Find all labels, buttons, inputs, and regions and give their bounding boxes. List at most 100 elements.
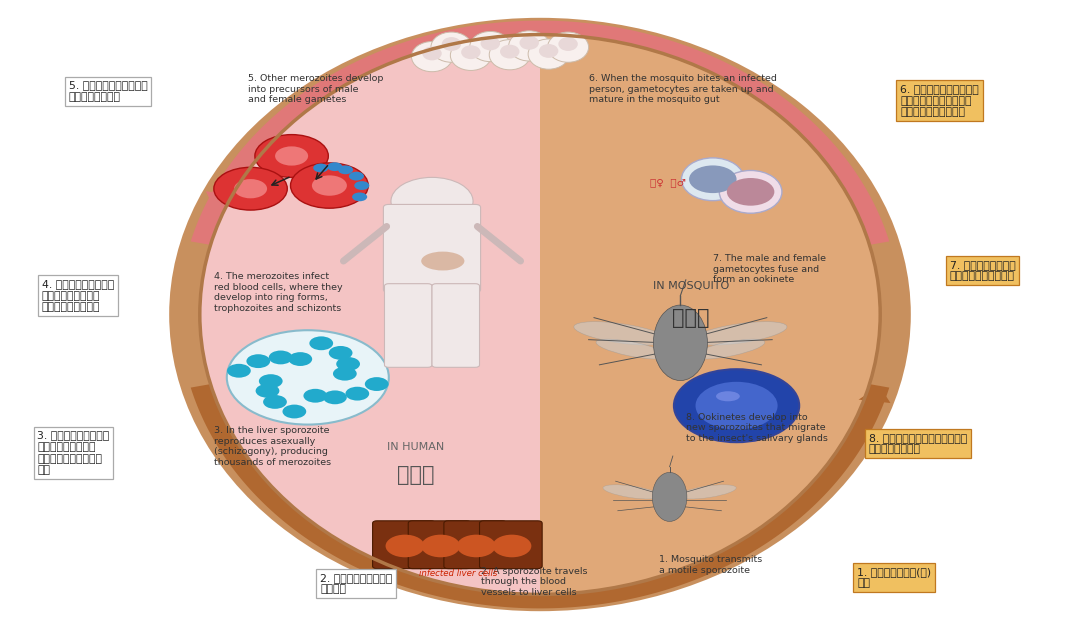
Ellipse shape [421,252,464,270]
Polygon shape [540,35,880,594]
FancyBboxPatch shape [432,284,480,367]
Circle shape [689,165,737,193]
Text: 8. Ookinetes develop into
new sporozoites that migrate
to the insect's salivary : 8. Ookinetes develop into new sporozoite… [686,413,827,443]
Ellipse shape [681,158,744,201]
Ellipse shape [442,37,461,51]
Ellipse shape [489,40,530,70]
Ellipse shape [500,45,519,58]
Polygon shape [859,386,891,403]
FancyBboxPatch shape [373,521,435,569]
FancyBboxPatch shape [383,204,481,292]
Circle shape [312,175,347,196]
Circle shape [492,535,531,557]
Ellipse shape [652,472,687,521]
Circle shape [234,179,267,198]
Circle shape [328,346,352,360]
Circle shape [352,192,367,201]
Circle shape [727,178,774,206]
Text: 5. Other merozoites develop
into precursors of male
and female gametes: 5. Other merozoites develop into precurs… [248,74,383,104]
Ellipse shape [519,36,539,50]
Text: 7. The male and female
gametocytes fuse and
form an ookinete: 7. The male and female gametocytes fuse … [713,254,826,284]
Ellipse shape [470,31,511,62]
Circle shape [386,535,424,557]
Text: 6. When the mosquito bites an infected
person, gametocytes are taken up and
matu: 6. When the mosquito bites an infected p… [589,74,777,104]
Circle shape [214,167,287,210]
Text: 7. 雄性和雌性配子体
融合形成一个动合子。: 7. 雄性和雌性配子体 融合形成一个动合子。 [950,260,1015,281]
Text: IN HUMAN: IN HUMAN [387,442,445,452]
Ellipse shape [170,18,910,611]
Circle shape [275,147,308,165]
Circle shape [457,535,496,557]
Ellipse shape [716,391,740,401]
Ellipse shape [719,170,782,213]
Ellipse shape [509,31,550,61]
FancyBboxPatch shape [480,521,542,569]
Text: 2. A sporozoite travels
through the blood
vessels to liver cells: 2. A sporozoite travels through the bloo… [481,567,588,597]
Ellipse shape [573,321,669,345]
Text: 3. 在肝脏中，子孢子通
过无性繁殖（分裂生
殖），产生数千个裂殖
子。: 3. 在肝脏中，子孢子通 过无性繁殖（分裂生 殖），产生数千个裂殖 子。 [38,430,109,476]
Ellipse shape [431,32,472,62]
Ellipse shape [200,35,880,594]
Circle shape [255,135,328,177]
Text: 蚊体中: 蚊体中 [673,308,710,328]
Circle shape [391,177,473,225]
Ellipse shape [528,39,569,69]
Ellipse shape [603,485,661,499]
Ellipse shape [692,321,787,345]
Circle shape [354,181,369,190]
Ellipse shape [548,32,589,62]
Text: 4. The merozoites infect
red blood cells, where they
develop into ring forms,
tr: 4. The merozoites infect red blood cells… [214,272,342,313]
Ellipse shape [596,339,667,359]
Ellipse shape [461,45,481,59]
Circle shape [696,382,778,430]
Text: 4. 裂殖子感染红细胞，
在那里它们发育成环
状、滋养体和裂殖体: 4. 裂殖子感染红细胞， 在那里它们发育成环 状、滋养体和裂殖体 [42,279,113,312]
Text: 3. In the liver sporozoite
reproduces asexually
(schizogony), producing
thousand: 3. In the liver sporozoite reproduces as… [214,426,330,467]
Circle shape [327,162,342,171]
Circle shape [283,404,307,418]
Text: infected liver cells: infected liver cells [419,569,497,578]
Circle shape [313,164,328,172]
Polygon shape [191,21,889,245]
Text: 8. 动合子发育成新的子孢子，迁
移到昆虫的唤液腔: 8. 动合子发育成新的子孢子，迁 移到昆虫的唤液腔 [869,433,967,454]
Circle shape [288,352,312,366]
Text: 1. Mosquito transmits
a motile sporozoite: 1. Mosquito transmits a motile sporozoit… [659,555,762,574]
Text: 1. 蚊子传播活动的(子)
孢子: 1. 蚊子传播活动的(子) 孢子 [858,567,931,588]
Ellipse shape [558,37,578,51]
Circle shape [346,387,369,401]
Ellipse shape [481,36,500,50]
Text: 5. 其他裂殖子发育成雄性
和雌性配子的前体: 5. 其他裂殖子发育成雄性 和雌性配子的前体 [69,81,147,102]
Ellipse shape [678,485,737,499]
Ellipse shape [653,305,707,381]
Circle shape [333,367,356,381]
Circle shape [309,337,333,350]
Ellipse shape [450,40,491,70]
Circle shape [338,165,353,174]
Circle shape [349,172,364,181]
Polygon shape [191,384,889,608]
Circle shape [259,374,283,388]
FancyBboxPatch shape [408,521,471,569]
FancyBboxPatch shape [444,521,507,569]
Text: IN MOSQUITO: IN MOSQUITO [653,281,729,291]
Circle shape [264,395,287,409]
Polygon shape [206,191,238,209]
Circle shape [323,391,347,404]
Circle shape [227,330,389,425]
FancyBboxPatch shape [384,284,432,367]
Circle shape [269,350,293,364]
Circle shape [674,369,799,442]
Text: 6. 当蚊子叮咋感染者时，
配子细胞被蚊子摄取，并
在蚊子的肠道中成熟。: 6. 当蚊子叮咋感染者时， 配子细胞被蚊子摄取，并 在蚊子的肠道中成熟。 [901,84,978,117]
Circle shape [336,357,360,371]
Ellipse shape [539,44,558,58]
Circle shape [303,389,327,403]
Circle shape [246,354,270,368]
Ellipse shape [693,339,765,359]
Circle shape [365,377,389,391]
Text: 人体中: 人体中 [397,465,434,485]
Circle shape [256,384,280,398]
Text: 2. 子孢子通过血管到达
肝细胞。: 2. 子孢子通过血管到达 肝细胞。 [321,573,392,594]
Circle shape [227,364,251,377]
Circle shape [291,163,368,208]
Ellipse shape [422,47,442,60]
Ellipse shape [411,42,453,72]
